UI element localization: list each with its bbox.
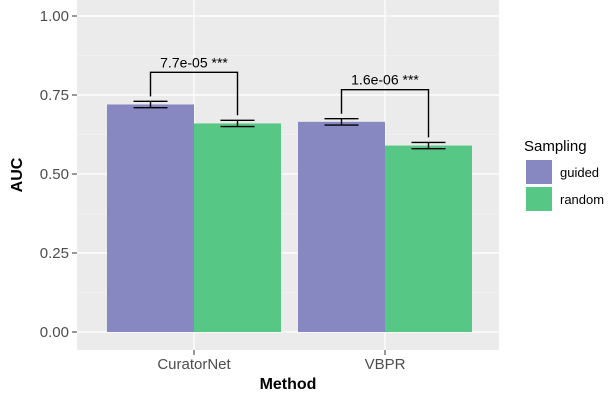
bar-guided-VBPR: [298, 121, 385, 332]
y-tick-label: 0.25: [40, 245, 69, 262]
bar-random-CuratorNet: [194, 123, 281, 332]
y-axis-title: AUC: [9, 157, 26, 192]
legend-label-guided: guided: [560, 165, 599, 180]
significance-label: 7.7e-05 ***: [160, 54, 228, 70]
legend-title: Sampling: [524, 138, 587, 155]
bar-guided-CuratorNet: [107, 104, 194, 332]
error-bars: [133, 100, 446, 150]
x-axis-title: Method: [260, 376, 317, 393]
error-bar-random-VBPR: [411, 141, 446, 150]
significance-label: 1.6e-06 ***: [351, 72, 419, 88]
error-bar-guided-CuratorNet: [133, 100, 168, 109]
x-tick-label: CuratorNet: [157, 356, 231, 373]
bar-random-VBPR: [385, 145, 472, 332]
legend: Sampling guided random: [524, 138, 604, 211]
error-bar-guided-VBPR: [324, 117, 359, 126]
bars: [107, 104, 472, 332]
y-axis: 0.00 0.25 0.50 0.75 1.00: [40, 8, 77, 341]
significance-annotations: 7.7e-05 *** 1.6e-06 ***: [149, 54, 430, 138]
y-tick-label: 0.50: [40, 166, 69, 183]
legend-key-random: [526, 187, 552, 211]
x-tick-label: VBPR: [365, 356, 406, 373]
y-tick-label: 0.75: [40, 87, 69, 104]
legend-key-guided: [526, 160, 552, 184]
y-tick-label: 1.00: [40, 8, 69, 25]
significance-bracket: 1.6e-06 ***: [340, 72, 430, 138]
y-tick-label: 0.00: [40, 324, 69, 341]
significance-bracket: 7.7e-05 ***: [149, 54, 239, 116]
bracket-line: [340, 89, 430, 138]
bracket-line: [149, 71, 239, 116]
legend-label-random: random: [560, 192, 604, 207]
x-axis: CuratorNet VBPR: [157, 350, 406, 373]
error-bar-random-CuratorNet: [220, 119, 255, 128]
